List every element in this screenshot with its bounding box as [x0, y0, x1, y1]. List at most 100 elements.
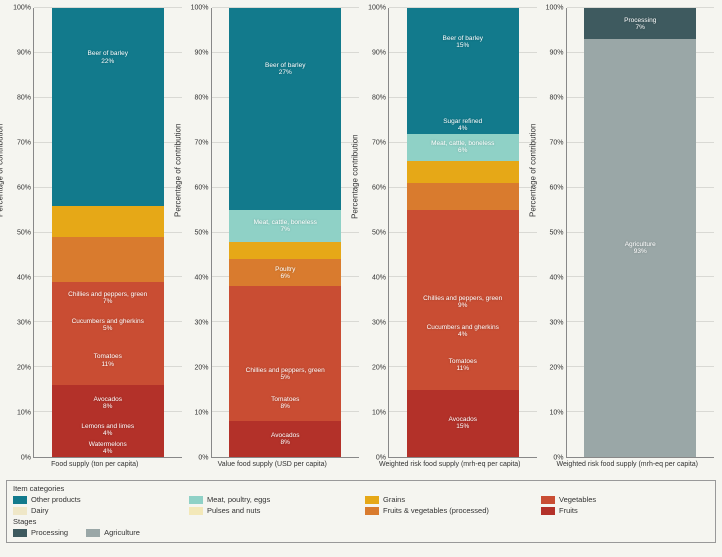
segment-pct: 22% — [101, 58, 114, 65]
y-tick-label: 0% — [21, 455, 31, 462]
y-tick-label: 100% — [546, 5, 564, 12]
legend-swatch — [541, 507, 555, 515]
bar-segment: Meat, cattle, boneless6% — [407, 134, 519, 161]
legend-item: Vegetables — [541, 495, 709, 504]
legend-item: Meat, poultry, eggs — [189, 495, 357, 504]
x-axis-label: Food supply (ton per capita) — [8, 458, 182, 476]
segment-pct: 8% — [281, 439, 290, 446]
stacked-bar: Watermelons4%Lemons and limes4%Avocados8… — [52, 8, 164, 457]
segment-pct: 15% — [456, 423, 469, 430]
y-tick-label: 90% — [17, 50, 31, 57]
bar-segment — [52, 206, 164, 224]
legend-swatch — [13, 496, 27, 504]
bar-segment: Beer of barley27% — [229, 8, 341, 129]
legend-item: Pulses and nuts — [189, 506, 357, 515]
segment-pct: 11% — [456, 365, 469, 372]
chart-panel: 0%10%20%30%40%50%60%70%80%90%100%Percent… — [186, 8, 360, 476]
y-axis-label: Percentage of contribution — [173, 124, 182, 217]
segment-label: Cucumbers and gherkins — [71, 318, 145, 325]
y-tick-label: 20% — [194, 365, 208, 372]
bar-segment — [407, 75, 519, 115]
y-tick-label: 60% — [549, 185, 563, 192]
legend-label: Pulses and nuts — [207, 506, 260, 515]
legend-stages: Stages ProcessingAgriculture — [13, 517, 709, 537]
stacked-bar: Avocados8%Tomatoes8%Chillies and peppers… — [229, 8, 341, 457]
legend-item: Fruits & vegetables (processed) — [365, 506, 533, 515]
legend-label: Other products — [31, 495, 81, 504]
legend-item: Agriculture — [86, 528, 140, 537]
y-tick-label: 100% — [13, 5, 31, 12]
bar-segment — [52, 224, 164, 237]
y-tick-label: 10% — [549, 410, 563, 417]
y-tick-label: 30% — [372, 320, 386, 327]
legend2-title: Stages — [13, 517, 709, 526]
segment-pct: 4% — [458, 125, 467, 132]
legend-swatch — [189, 496, 203, 504]
y-tick-label: 80% — [549, 95, 563, 102]
y-axis: 0%10%20%30%40%50%60%70%80%90%100%Percent… — [363, 8, 389, 458]
legend1-items: Other products Meat, poultry, eggs Grains V… — [13, 495, 709, 515]
y-tick-label: 100% — [191, 5, 209, 12]
stacked-bar: Agriculture93%Processing7% — [584, 8, 696, 457]
y-tick-label: 70% — [17, 140, 31, 147]
y-tick-label: 0% — [553, 455, 563, 462]
y-tick-label: 80% — [372, 95, 386, 102]
x-axis-label: Value food supply (USD per capita) — [186, 458, 360, 476]
y-axis: 0%10%20%30%40%50%60%70%80%90%100%Percent… — [541, 8, 567, 458]
legend-label: Vegetables — [559, 495, 596, 504]
plot-area: 0%10%20%30%40%50%60%70%80%90%100%Percent… — [8, 8, 182, 458]
segment-pct: 93% — [634, 248, 647, 255]
bar-segment: Processing7% — [584, 8, 696, 39]
y-tick-label: 10% — [372, 410, 386, 417]
bar-segment: Chillies and peppers, green7% — [52, 282, 164, 313]
y-tick-label: 60% — [194, 185, 208, 192]
bar-segment: Tomatoes11% — [52, 336, 164, 385]
legend-label: Agriculture — [104, 528, 140, 537]
legend-label: Fruits — [559, 506, 578, 515]
legend2-items: ProcessingAgriculture — [13, 528, 709, 537]
plot-area: 0%10%20%30%40%50%60%70%80%90%100%Percent… — [363, 8, 537, 458]
y-tick-label: 10% — [17, 410, 31, 417]
bar-segment: Avocados8% — [52, 385, 164, 421]
y-tick-label: 70% — [549, 140, 563, 147]
legend-categories: Item categories Other productsMeat, poul… — [13, 484, 709, 515]
bar-segment — [52, 107, 164, 206]
y-tick-label: 100% — [368, 5, 386, 12]
segment-label: Beer of barley — [442, 35, 484, 42]
x-axis-label: Weighted risk food supply (mrh-eq per ca… — [541, 458, 715, 476]
y-tick-label: 10% — [194, 410, 208, 417]
bar-segment: Watermelons4% — [52, 439, 164, 457]
bar-zone: Avocados8%Tomatoes8%Chillies and peppers… — [212, 8, 360, 458]
bar-segment — [407, 183, 519, 210]
plot-area: 0%10%20%30%40%50%60%70%80%90%100%Percent… — [186, 8, 360, 458]
y-tick-label: 70% — [372, 140, 386, 147]
segment-pct: 4% — [103, 448, 112, 455]
y-axis: 0%10%20%30%40%50%60%70%80%90%100%Percent… — [186, 8, 212, 458]
segment-label: Beer of barley — [264, 62, 306, 69]
segment-pct: 7% — [103, 298, 112, 305]
segment-pct: 27% — [279, 69, 292, 76]
legend-swatch — [365, 496, 379, 504]
bar-segment: Tomatoes11% — [407, 340, 519, 389]
segment-label: Chillies and peppers, green — [67, 291, 148, 298]
segment-pct: 9% — [458, 302, 467, 309]
y-tick-label: 50% — [372, 230, 386, 237]
segment-label: Chillies and peppers, green — [245, 367, 326, 374]
bar-segment: Beer of barley22% — [52, 8, 164, 107]
y-tick-label: 60% — [372, 185, 386, 192]
legend-label: Fruits & vegetables (processed) — [383, 506, 489, 515]
legend-label: Meat, poultry, eggs — [207, 495, 270, 504]
legend-item: Grains — [365, 495, 533, 504]
bar-segment: Cucumbers and gherkins4% — [407, 322, 519, 340]
segment-pct: 15% — [456, 42, 469, 49]
y-tick-label: 40% — [549, 275, 563, 282]
segment-label: Poultry — [274, 266, 296, 273]
segment-pct: 7% — [636, 24, 645, 31]
segment-label: Processing — [623, 17, 657, 24]
y-tick-label: 90% — [194, 50, 208, 57]
y-tick-label: 90% — [549, 50, 563, 57]
segment-label: Beer of barley — [87, 50, 129, 57]
y-tick-label: 30% — [194, 320, 208, 327]
legend-swatch — [365, 507, 379, 515]
legend-swatch — [541, 496, 555, 504]
